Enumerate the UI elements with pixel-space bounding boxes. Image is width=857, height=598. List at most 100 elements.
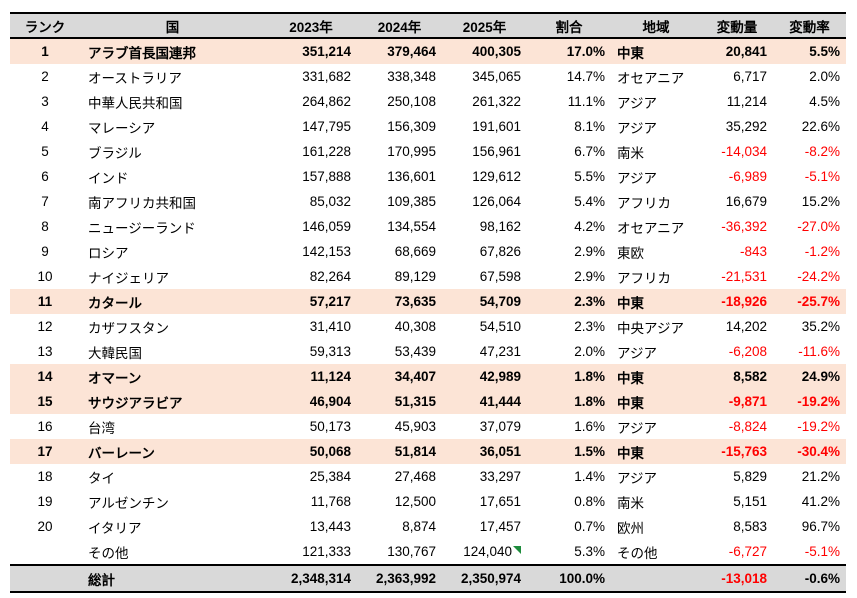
rank-cell[interactable]: 20 bbox=[10, 514, 80, 539]
y2024-cell[interactable]: 136,601 bbox=[357, 164, 442, 189]
region-cell[interactable]: オセアニア bbox=[611, 214, 701, 239]
total-y2024-cell[interactable]: 2,363,992 bbox=[357, 564, 442, 593]
country-cell[interactable]: 中華人民共和国 bbox=[80, 89, 265, 114]
y2024-cell[interactable]: 156,309 bbox=[357, 114, 442, 139]
rank-cell[interactable]: 4 bbox=[10, 114, 80, 139]
y2025-cell[interactable]: 98,162 bbox=[442, 214, 527, 239]
change-cell[interactable]: 20,841 bbox=[701, 38, 773, 64]
y2024-cell[interactable]: 73,635 bbox=[357, 289, 442, 314]
share-cell[interactable]: 0.7% bbox=[527, 514, 611, 539]
total-change-cell[interactable]: -13,018 bbox=[701, 564, 773, 593]
share-cell[interactable]: 14.7% bbox=[527, 64, 611, 89]
rate-cell[interactable]: 5.5% bbox=[773, 38, 846, 64]
share-cell[interactable]: 5.5% bbox=[527, 164, 611, 189]
rank-cell[interactable]: 13 bbox=[10, 339, 80, 364]
total-y2025-cell[interactable]: 2,350,974 bbox=[442, 564, 527, 593]
rate-cell[interactable]: -1.2% bbox=[773, 239, 846, 264]
change-cell[interactable]: -14,034 bbox=[701, 139, 773, 164]
region-cell[interactable]: アジア bbox=[611, 164, 701, 189]
y2023-cell[interactable]: 331,682 bbox=[265, 64, 357, 89]
country-cell[interactable]: カザフスタン bbox=[80, 314, 265, 339]
y2024-cell[interactable]: 379,464 bbox=[357, 38, 442, 64]
share-cell[interactable]: 2.3% bbox=[527, 314, 611, 339]
y2025-cell[interactable]: 156,961 bbox=[442, 139, 527, 164]
y2025-cell[interactable]: 345,065 bbox=[442, 64, 527, 89]
y2024-cell[interactable]: 53,439 bbox=[357, 339, 442, 364]
share-cell[interactable]: 1.8% bbox=[527, 389, 611, 414]
region-cell[interactable]: 中央アジア bbox=[611, 314, 701, 339]
y2023-cell[interactable]: 142,153 bbox=[265, 239, 357, 264]
header-country[interactable]: 国 bbox=[80, 12, 265, 39]
share-cell[interactable]: 5.4% bbox=[527, 189, 611, 214]
y2023-cell[interactable]: 31,410 bbox=[265, 314, 357, 339]
region-cell[interactable]: オセアニア bbox=[611, 64, 701, 89]
total-rate-cell[interactable]: -0.6% bbox=[773, 564, 846, 593]
share-cell[interactable]: 4.2% bbox=[527, 214, 611, 239]
y2024-cell[interactable]: 51,315 bbox=[357, 389, 442, 414]
y2025-cell[interactable]: 54,709 bbox=[442, 289, 527, 314]
region-cell[interactable]: 中東 bbox=[611, 389, 701, 414]
country-cell[interactable]: ナイジェリア bbox=[80, 264, 265, 289]
y2023-cell[interactable]: 46,904 bbox=[265, 389, 357, 414]
change-cell[interactable]: -21,531 bbox=[701, 264, 773, 289]
y2023-cell[interactable]: 146,059 bbox=[265, 214, 357, 239]
share-cell[interactable]: 2.9% bbox=[527, 264, 611, 289]
country-cell[interactable]: サウジアラビア bbox=[80, 389, 265, 414]
y2023-cell[interactable]: 161,228 bbox=[265, 139, 357, 164]
region-cell[interactable]: アフリカ bbox=[611, 264, 701, 289]
y2023-cell[interactable]: 157,888 bbox=[265, 164, 357, 189]
rate-cell[interactable]: -24.2% bbox=[773, 264, 846, 289]
y2024-cell[interactable]: 8,874 bbox=[357, 514, 442, 539]
share-cell[interactable]: 2.9% bbox=[527, 239, 611, 264]
y2024-cell[interactable]: 250,108 bbox=[357, 89, 442, 114]
change-cell[interactable]: 8,583 bbox=[701, 514, 773, 539]
y2025-cell[interactable]: 400,305 bbox=[442, 38, 527, 64]
y2024-cell[interactable]: 51,814 bbox=[357, 439, 442, 464]
rank-cell[interactable]: 8 bbox=[10, 214, 80, 239]
y2023-cell[interactable]: 121,333 bbox=[265, 539, 357, 565]
country-cell[interactable]: ブラジル bbox=[80, 139, 265, 164]
y2025-cell[interactable]: 261,322 bbox=[442, 89, 527, 114]
total-rank-cell[interactable] bbox=[10, 564, 80, 593]
region-cell[interactable]: 南米 bbox=[611, 139, 701, 164]
change-cell[interactable]: -8,824 bbox=[701, 414, 773, 439]
y2024-cell[interactable]: 109,385 bbox=[357, 189, 442, 214]
total-share-cell[interactable]: 100.0% bbox=[527, 564, 611, 593]
country-cell[interactable]: オーストラリア bbox=[80, 64, 265, 89]
total-label-cell[interactable]: 総計 bbox=[80, 564, 265, 593]
header-change[interactable]: 変動量 bbox=[701, 12, 773, 39]
change-cell[interactable]: 5,829 bbox=[701, 464, 773, 489]
share-cell[interactable]: 6.7% bbox=[527, 139, 611, 164]
country-cell[interactable]: オマーン bbox=[80, 364, 265, 389]
country-cell[interactable]: マレーシア bbox=[80, 114, 265, 139]
rank-cell[interactable] bbox=[10, 539, 80, 565]
rate-cell[interactable]: -5.1% bbox=[773, 164, 846, 189]
country-cell[interactable]: 大韓民国 bbox=[80, 339, 265, 364]
change-cell[interactable]: -843 bbox=[701, 239, 773, 264]
change-cell[interactable]: 14,202 bbox=[701, 314, 773, 339]
header-share[interactable]: 割合 bbox=[527, 12, 611, 39]
region-cell[interactable]: アジア bbox=[611, 339, 701, 364]
rank-cell[interactable]: 14 bbox=[10, 364, 80, 389]
y2023-cell[interactable]: 59,313 bbox=[265, 339, 357, 364]
change-cell[interactable]: -6,208 bbox=[701, 339, 773, 364]
rank-cell[interactable]: 1 bbox=[10, 38, 80, 64]
rate-cell[interactable]: 41.2% bbox=[773, 489, 846, 514]
region-cell[interactable]: 中東 bbox=[611, 289, 701, 314]
rank-cell[interactable]: 12 bbox=[10, 314, 80, 339]
y2023-cell[interactable]: 11,124 bbox=[265, 364, 357, 389]
change-cell[interactable]: -6,989 bbox=[701, 164, 773, 189]
y2024-cell[interactable]: 134,554 bbox=[357, 214, 442, 239]
y2024-cell[interactable]: 12,500 bbox=[357, 489, 442, 514]
region-cell[interactable]: 中東 bbox=[611, 38, 701, 64]
rate-cell[interactable]: 21.2% bbox=[773, 464, 846, 489]
share-cell[interactable]: 0.8% bbox=[527, 489, 611, 514]
region-cell[interactable]: アジア bbox=[611, 464, 701, 489]
rate-cell[interactable]: 35.2% bbox=[773, 314, 846, 339]
y2023-cell[interactable]: 147,795 bbox=[265, 114, 357, 139]
rank-cell[interactable]: 7 bbox=[10, 189, 80, 214]
rank-cell[interactable]: 2 bbox=[10, 64, 80, 89]
share-cell[interactable]: 17.0% bbox=[527, 38, 611, 64]
header-2025[interactable]: 2025年 bbox=[442, 12, 527, 39]
country-cell[interactable]: アラブ首長国連邦 bbox=[80, 38, 265, 64]
